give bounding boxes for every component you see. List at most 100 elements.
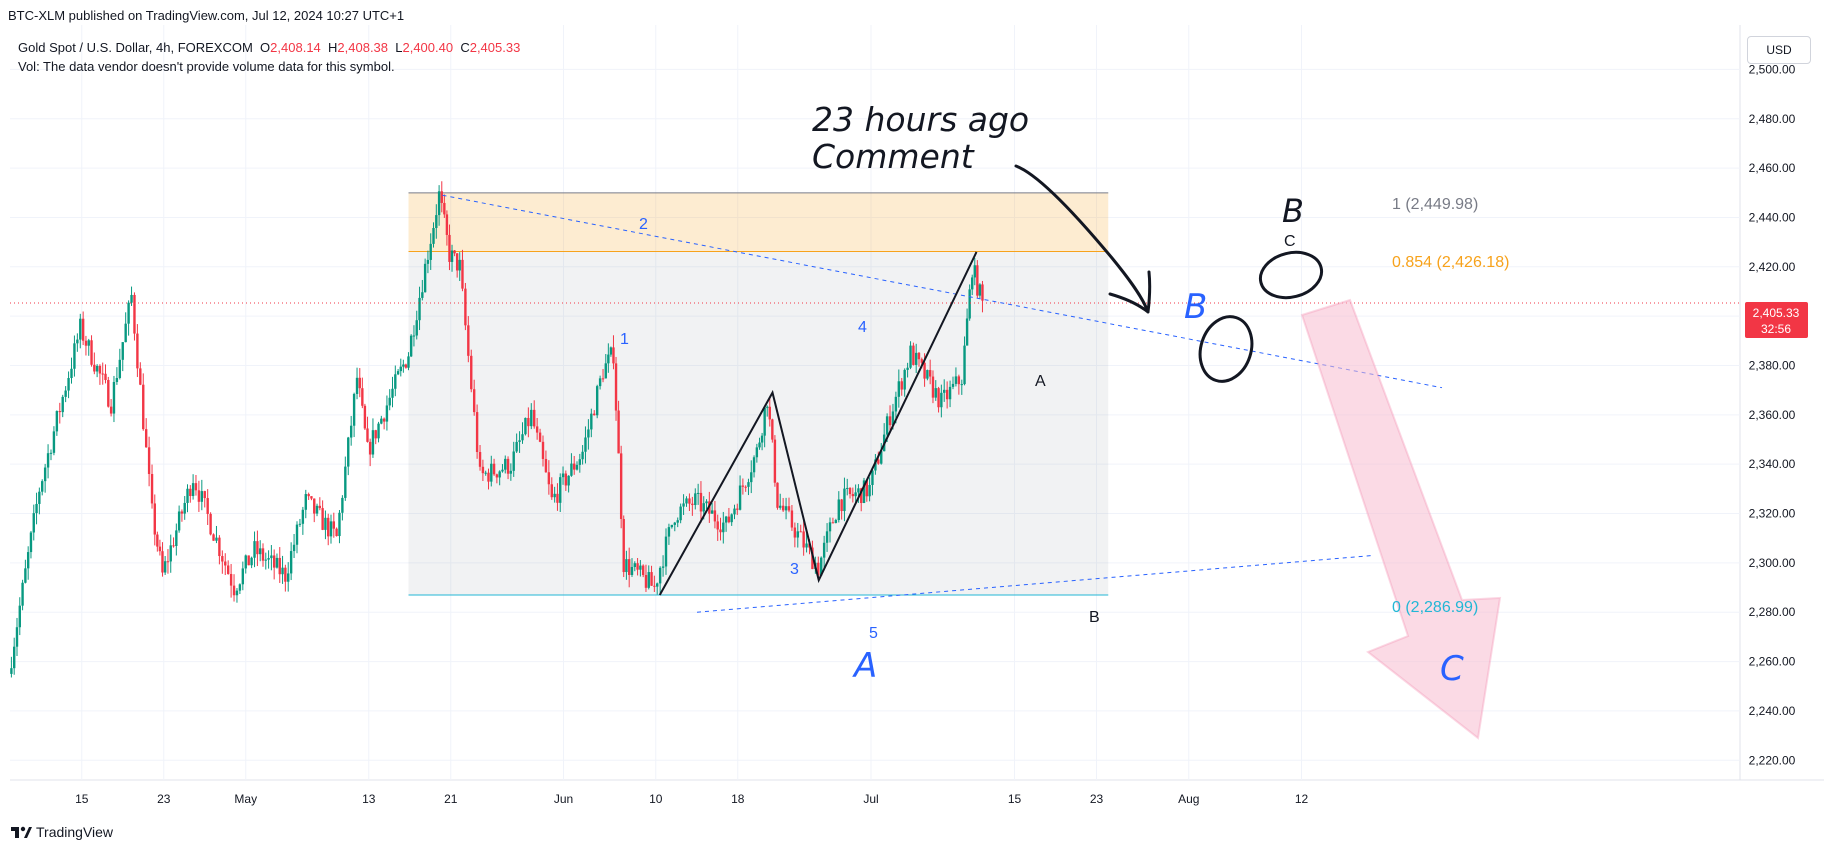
- symbol-name[interactable]: Gold Spot / U.S. Dollar, 4h, FOREXCOM: [18, 40, 253, 55]
- footer-brand-text: TradingView: [36, 824, 114, 840]
- candle-body: [971, 277, 974, 290]
- candle-body: [38, 491, 41, 504]
- candle-body: [802, 531, 805, 548]
- candle-body: [787, 506, 791, 511]
- candle-body: [538, 432, 542, 442]
- candle-body: [87, 340, 90, 346]
- candle-body: [951, 383, 955, 387]
- candle-body: [256, 541, 259, 555]
- candle-body: [161, 551, 164, 573]
- drawing-overlay: [10, 164, 1740, 740]
- candle-body: [206, 498, 209, 514]
- candle-body: [241, 568, 245, 585]
- candle-body: [292, 544, 296, 552]
- candle-body: [332, 521, 336, 529]
- candle-body: [501, 469, 504, 472]
- candle-body: [622, 519, 625, 573]
- candle-body: [385, 405, 389, 422]
- candle-body: [877, 459, 880, 464]
- candle-body: [604, 363, 607, 379]
- candle-body: [407, 356, 410, 368]
- candle-body: [595, 386, 599, 416]
- candle-body: [978, 284, 982, 296]
- candle-body: [607, 354, 610, 364]
- candle-body: [781, 505, 785, 511]
- candle-body: [926, 370, 929, 379]
- candle-body: [527, 417, 530, 427]
- candle-body: [142, 384, 145, 430]
- candle-body: [26, 552, 30, 569]
- candle-body: [258, 548, 262, 555]
- candle-body: [396, 371, 400, 375]
- candle-body: [344, 466, 347, 498]
- candle-body: [553, 493, 556, 498]
- currency-button[interactable]: USD: [1747, 36, 1811, 64]
- candle-body: [12, 646, 16, 669]
- price-axis[interactable]: 2,500.00 2,480.00 2,460.00 2,440.00 2,420.00…: [1749, 62, 1796, 767]
- candle-body: [699, 492, 703, 512]
- candle-body: [18, 605, 21, 628]
- candle-body: [270, 555, 273, 559]
- candle-body: [957, 376, 961, 385]
- footer-brand[interactable]: TradingView: [10, 824, 113, 840]
- candle-body: [868, 484, 871, 497]
- wave-label-3: 3: [790, 561, 799, 578]
- candle-body: [284, 567, 287, 582]
- y-tick-label: 2,300.00: [1749, 556, 1796, 570]
- candle-body: [724, 516, 728, 523]
- candle-body: [224, 561, 227, 566]
- candle-body: [313, 498, 316, 514]
- candle-body: [862, 480, 866, 504]
- candle-body: [567, 475, 570, 486]
- candle-body: [796, 531, 799, 538]
- candle-body: [10, 668, 13, 674]
- y-tick-label: 2,460.00: [1749, 161, 1796, 175]
- candle-body: [820, 557, 823, 576]
- candle-body: [658, 567, 662, 584]
- candle-body: [287, 573, 290, 582]
- candle-body: [115, 378, 119, 382]
- y-tick-label: 2,340.00: [1749, 457, 1796, 471]
- candle-body: [817, 562, 820, 576]
- candle-body: [32, 513, 35, 533]
- candle-body: [435, 215, 438, 228]
- candle-body: [109, 406, 113, 414]
- candle-body: [318, 505, 322, 509]
- y-tick-label: 2,480.00: [1749, 112, 1796, 126]
- candle-body: [200, 491, 204, 502]
- x-tick-label: Jun: [554, 792, 573, 806]
- candle-body: [169, 545, 172, 562]
- candle-body: [912, 345, 915, 365]
- projection-arrow: [1300, 298, 1502, 740]
- wave-label-B-blue: B: [1184, 287, 1207, 327]
- candle-body: [404, 364, 408, 368]
- y-tick-label: 2,360.00: [1749, 408, 1796, 422]
- candle-body: [133, 294, 136, 334]
- candle-body: [352, 393, 356, 426]
- comment-text-line1: 23 hours ago: [812, 100, 1029, 139]
- candle-body: [153, 503, 156, 535]
- candle-body: [209, 513, 212, 535]
- time-axis[interactable]: 15 23 May 13 21 Jun 10 18 Jul 15 23 Aug 12: [75, 792, 1308, 806]
- candle-body: [541, 441, 545, 459]
- candle-body: [203, 491, 206, 499]
- candle-body: [865, 480, 869, 497]
- candle-body: [35, 503, 38, 514]
- price-tag-countdown: 32:56: [1761, 322, 1791, 336]
- candle-body: [512, 451, 515, 471]
- candle-body: [498, 471, 501, 478]
- candle-body: [766, 406, 769, 408]
- candle-body: [578, 459, 582, 465]
- candle-body: [837, 499, 840, 520]
- candle-body: [437, 191, 441, 216]
- candle-body: [377, 423, 380, 439]
- candle-body: [41, 481, 44, 492]
- candle-body: [371, 430, 375, 455]
- candle-body: [716, 521, 719, 530]
- publish-line: BTC-XLM published on TradingView.com, Ju…: [8, 8, 405, 23]
- wave-label-2: 2: [639, 216, 648, 233]
- candle-body: [691, 503, 694, 506]
- candle-body: [727, 516, 731, 523]
- candle-body: [335, 528, 338, 537]
